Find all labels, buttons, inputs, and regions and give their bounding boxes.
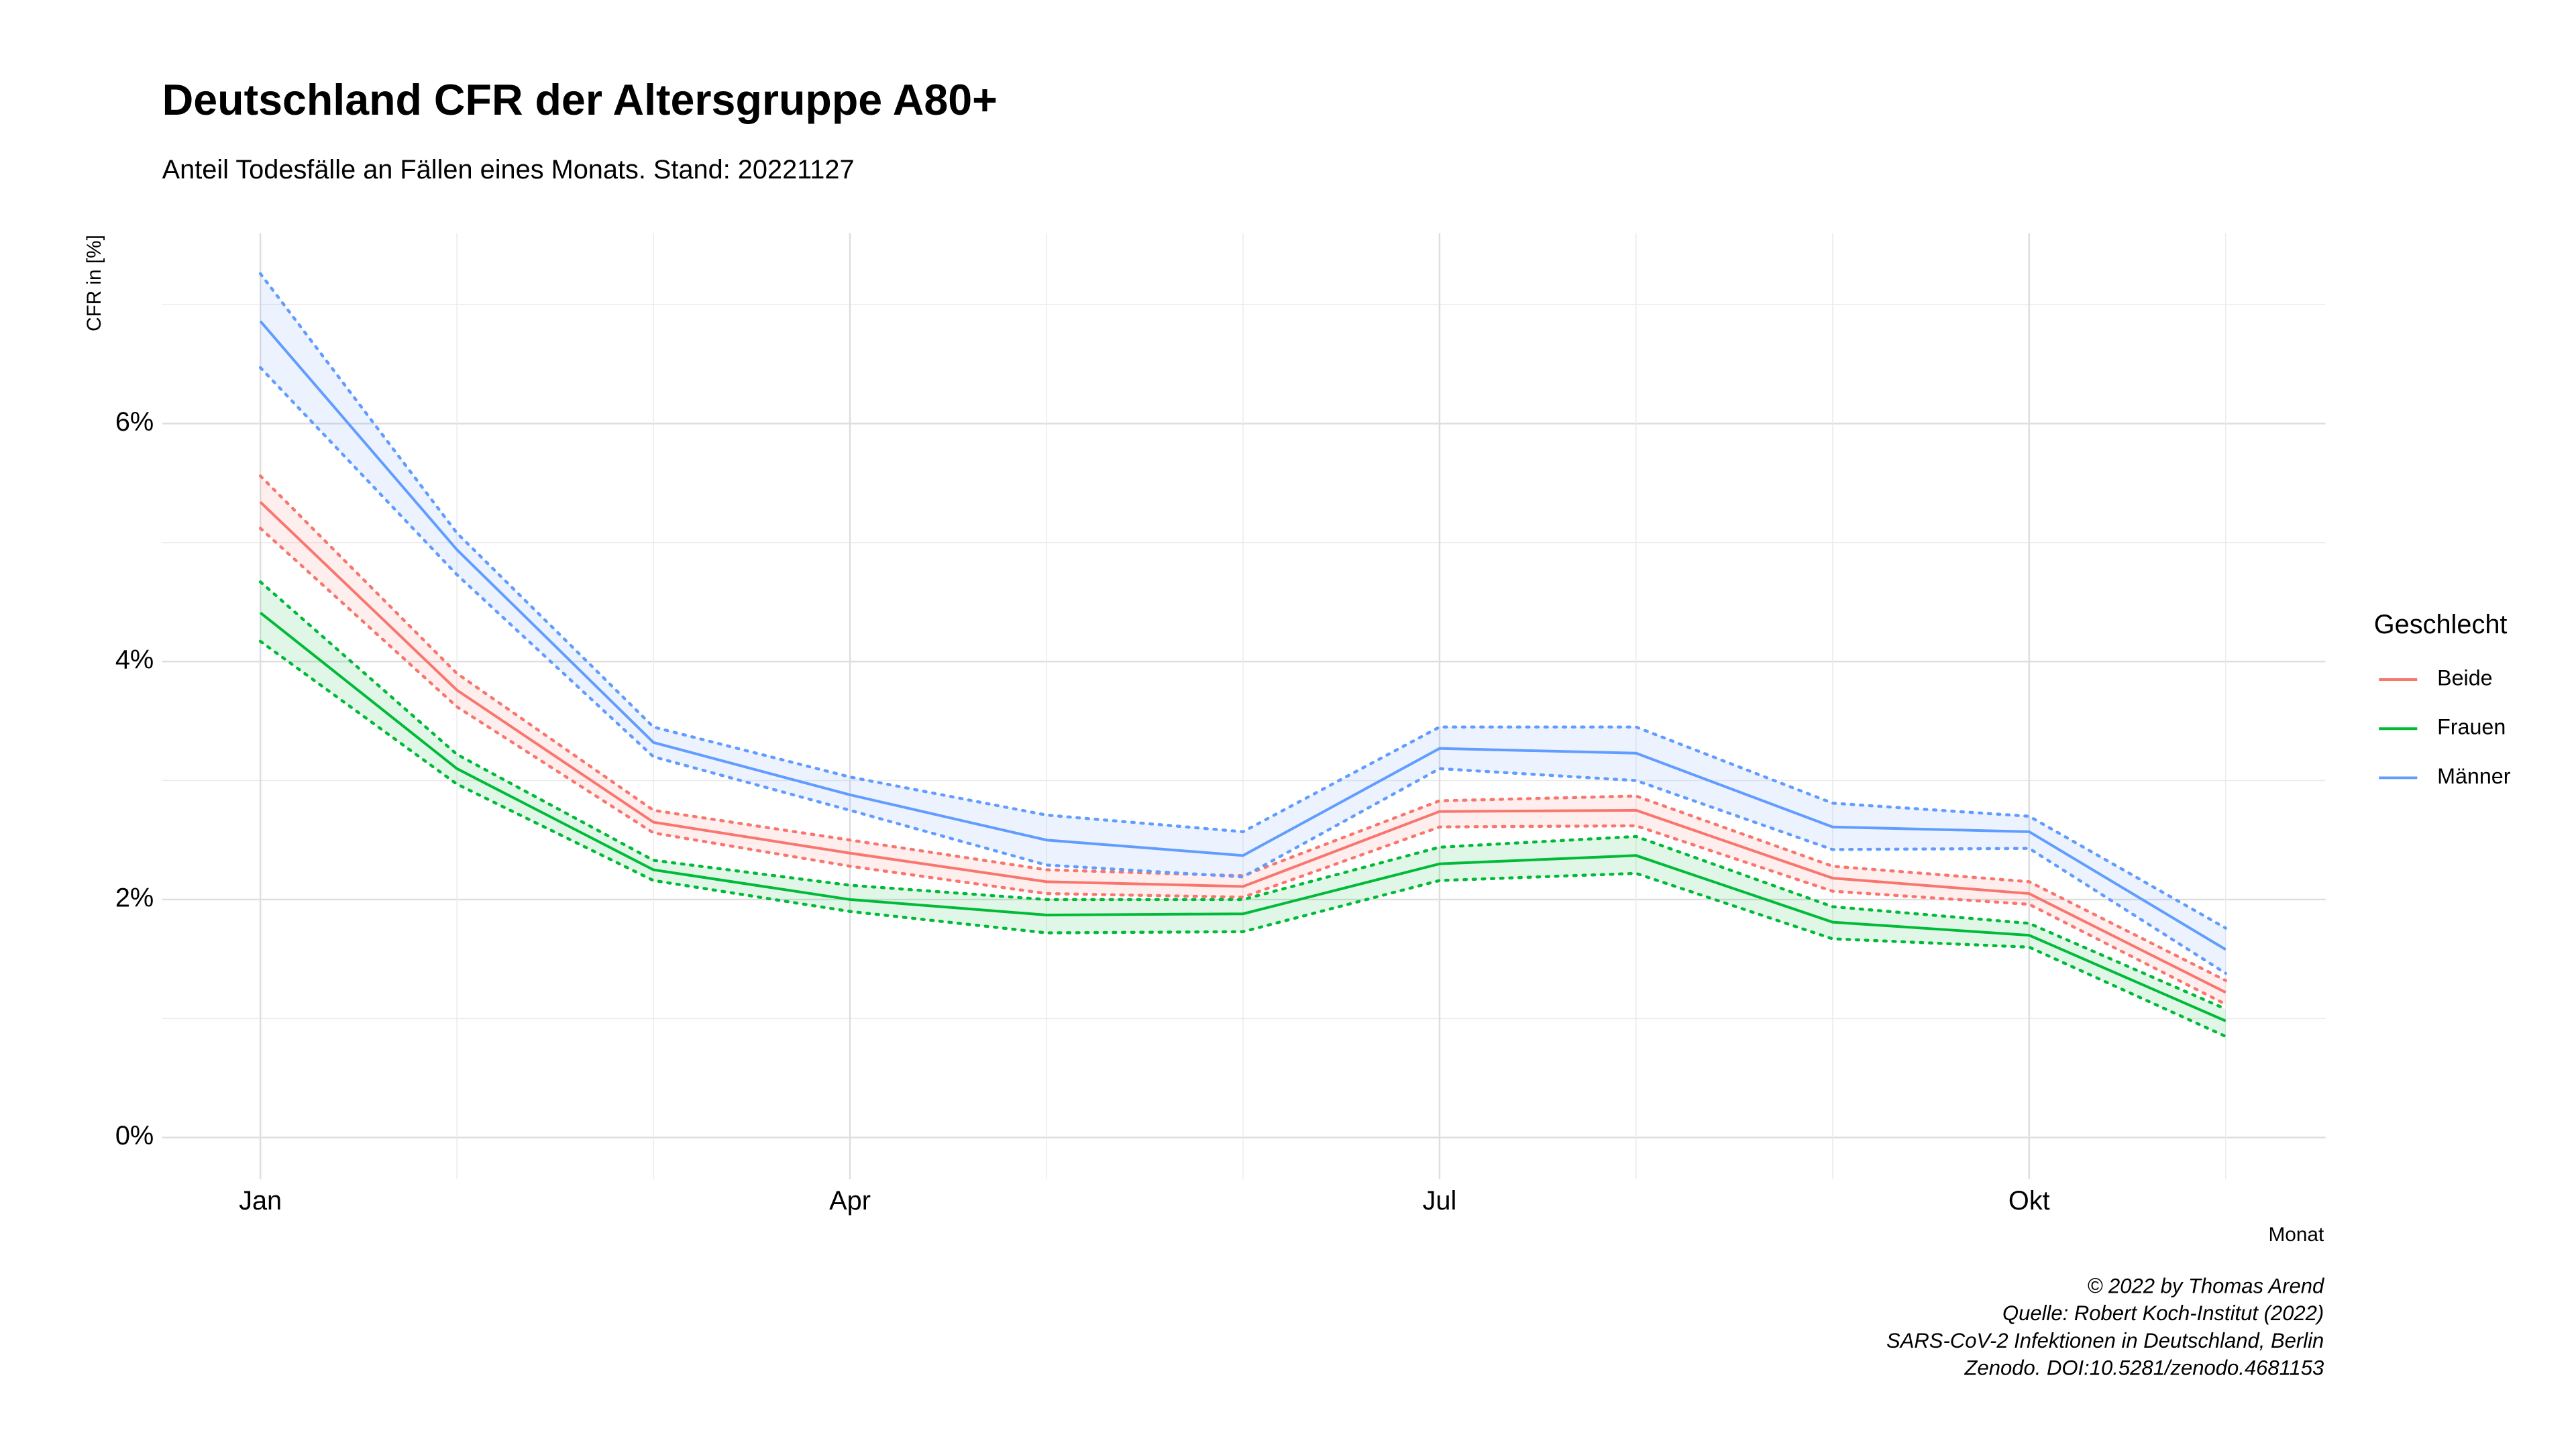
bound-line xyxy=(258,580,2228,1011)
y-tick-label: 2% xyxy=(115,883,154,912)
series-line xyxy=(259,501,2226,994)
bound-line xyxy=(258,527,2228,1006)
x-tick-label: Jan xyxy=(239,1186,282,1216)
x-tick-label: Jul xyxy=(1423,1186,1457,1216)
chart-subtitle: Anteil Todesfälle an Fällen eines Monats… xyxy=(162,155,855,184)
legend-label: Männer xyxy=(2437,764,2511,788)
legend-label: Frauen xyxy=(2437,715,2506,739)
y-axis-label: CFR in [%] xyxy=(83,235,105,331)
bound-line xyxy=(258,639,2228,1038)
chart-title: Deutschland CFR der Altersgruppe A80+ xyxy=(162,76,998,124)
bound-line xyxy=(258,272,2228,930)
caption: SARS-CoV-2 Infektionen in Deutschland, B… xyxy=(1886,1329,2324,1352)
x-tick-label: Okt xyxy=(2008,1186,2050,1216)
bound-line xyxy=(258,366,2228,975)
series-line xyxy=(259,320,2226,951)
x-tick-label: Apr xyxy=(829,1186,871,1216)
y-tick-label: 6% xyxy=(115,407,154,437)
caption: Zenodo. DOI:10.5281/zenodo.4681153 xyxy=(1964,1356,2324,1380)
y-tick-label: 4% xyxy=(115,645,154,675)
y-tick-label: 0% xyxy=(115,1121,154,1150)
legend-title: Geschlecht xyxy=(2374,610,2508,639)
bound-line xyxy=(258,474,2228,982)
x-axis-label: Monat xyxy=(2268,1224,2324,1246)
caption: © 2022 by Thomas Arend xyxy=(2088,1274,2325,1297)
series-line xyxy=(259,611,2226,1022)
confidence-band xyxy=(260,273,2226,973)
legend-label: Beide xyxy=(2437,665,2493,690)
caption: Quelle: Robert Koch-Institut (2022) xyxy=(2002,1301,2324,1325)
